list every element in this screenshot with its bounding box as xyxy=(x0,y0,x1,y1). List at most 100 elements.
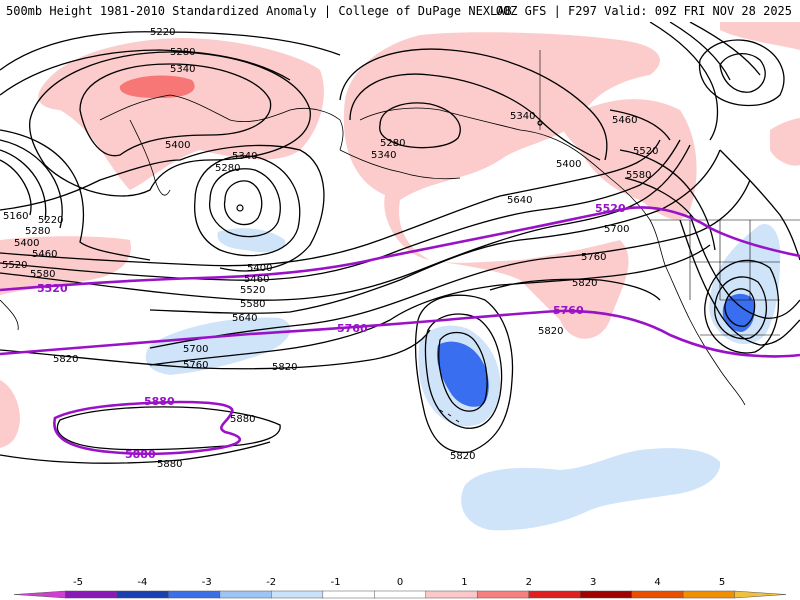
coastline-siberia xyxy=(99,94,344,151)
contour-label: 5460 xyxy=(612,115,637,126)
contour-label: 5580 xyxy=(30,269,55,280)
colorbar-swatch xyxy=(168,590,221,599)
colorbar-swatch xyxy=(116,590,170,599)
contour-5400-aleutian xyxy=(0,144,325,272)
low-center-aleutian xyxy=(236,204,244,212)
contour-5340-alaska xyxy=(349,73,601,161)
coastline-alaska xyxy=(359,107,611,179)
anomaly-neg-2-southwest-core xyxy=(722,293,755,332)
contour-5220-west xyxy=(0,149,47,221)
anomaly-pos-2-core xyxy=(119,75,195,98)
contour-label: 5760 xyxy=(183,360,208,371)
contour-label: 5760 xyxy=(581,252,606,263)
contour-label: 5220 xyxy=(38,215,63,226)
contour-5400-alaska xyxy=(339,48,608,161)
contour-sw-low-inner-2 xyxy=(714,276,768,340)
highlight-label: 5880 xyxy=(125,448,156,461)
contour-label: 5520 xyxy=(633,146,658,157)
height-contours xyxy=(0,22,800,464)
anomaly-map: 5220 5280 5340 5400 5340 5280 5160 5220 … xyxy=(0,22,800,574)
contour-label: 5520 xyxy=(240,285,265,296)
contour-5880-south xyxy=(0,441,271,464)
anomaly-pos-1-west xyxy=(0,236,131,295)
contour-sw-low-inner-1 xyxy=(724,288,756,327)
highlight-label: 5520 xyxy=(37,282,68,295)
contour-label: 5160 xyxy=(3,211,28,222)
colorbar-swatch xyxy=(271,590,324,599)
colorbar-tick-label: -4 xyxy=(137,577,147,588)
model-run-info: 00Z GFS | F297 Valid: 09Z FRI NOV 28 202… xyxy=(495,4,792,18)
contour-sw-low-inner-3 xyxy=(704,259,780,354)
contour-aleutian-low-inner xyxy=(223,180,263,226)
contour-label: 5340 xyxy=(232,151,257,162)
contour-label: 5280 xyxy=(215,163,240,174)
contour-5340-north-loop xyxy=(79,63,272,157)
contour-5460 xyxy=(0,139,661,267)
contour-label: 5280 xyxy=(380,138,405,149)
contour-label: 5820 xyxy=(272,362,297,373)
contour-label: 5820 xyxy=(450,451,475,462)
contour-5880-loop xyxy=(56,406,281,451)
coastlines xyxy=(0,94,746,423)
anomaly-pos-1-east-coast xyxy=(770,118,800,166)
contour-label: 5220 xyxy=(150,27,175,38)
anomaly-pos-1-northeast xyxy=(560,99,697,220)
highlight-contour-5760 xyxy=(0,309,800,358)
contour-5280-aleutian xyxy=(208,168,281,238)
contour-5580 xyxy=(0,144,691,301)
low-center-alaska xyxy=(537,120,543,126)
coastline-japan xyxy=(0,299,19,331)
map-header: 500mb Height 1981-2010 Standardized Anom… xyxy=(0,0,800,22)
contour-5280-west xyxy=(0,139,63,229)
contour-5520 xyxy=(0,139,681,281)
colorbar-swatch xyxy=(682,590,736,599)
contour-label: 5640 xyxy=(232,313,257,324)
contour-5820 xyxy=(0,329,431,370)
contour-5280-north xyxy=(0,49,291,96)
contour-sw-trough-1 xyxy=(679,219,800,346)
colorbar-tick-labels: -5 -4 -3 -2 -1 0 1 2 3 4 5 xyxy=(73,577,725,588)
contour-5400-north-loop xyxy=(29,51,311,197)
contour-label: 5880 xyxy=(230,414,255,425)
colorbar-tick-label: 2 xyxy=(526,577,532,588)
colorbar-swatch xyxy=(528,590,581,599)
contour-ne-loop-inner xyxy=(719,53,766,93)
coastline-kamchatka xyxy=(129,119,171,196)
contour-5160 xyxy=(0,159,32,216)
map-title: 500mb Height 1981-2010 Standardized Anom… xyxy=(6,4,512,18)
colorbar-tick-label: -2 xyxy=(266,577,276,588)
anomaly-pos-1-alaska xyxy=(343,32,660,339)
contour-5760 xyxy=(149,244,711,366)
coastline-hawaii xyxy=(439,409,460,423)
highlight-contours xyxy=(0,206,800,456)
anomaly-pos-1-north-pacific xyxy=(38,38,324,190)
contour-5700 xyxy=(149,179,751,349)
contour-ne-arc-1 xyxy=(649,22,719,141)
contour-cutoff-inner-2 xyxy=(438,331,488,412)
highlight-contour-labels: 5520 5520 5760 5760 5880 5880 xyxy=(37,202,626,461)
colorbar-swatch xyxy=(219,590,273,599)
contour-label: 5700 xyxy=(604,224,629,235)
colorbar-tick-label: -3 xyxy=(202,577,212,588)
highlight-label: 5880 xyxy=(144,395,175,408)
contour-sw-trough-2 xyxy=(689,214,800,319)
highlight-label: 5760 xyxy=(337,322,368,335)
contour-east-edge xyxy=(719,149,800,261)
contour-5580-ne xyxy=(624,177,696,221)
colorbar-swatch xyxy=(579,590,633,599)
contour-5280-alaska xyxy=(379,102,461,149)
colorbar-swatch xyxy=(734,590,787,599)
coastline-aleutians xyxy=(339,149,461,180)
contour-label: 5400 xyxy=(556,159,581,170)
highlight-label: 5760 xyxy=(553,304,584,317)
contour-label: 5400 xyxy=(165,140,190,151)
contour-label: 5820 xyxy=(572,278,597,289)
contour-5460-ne xyxy=(609,109,671,141)
highlight-contour-5520 xyxy=(0,206,800,292)
contour-label: 5640 xyxy=(507,195,532,206)
low-centers xyxy=(236,120,543,212)
contour-label: 5520 xyxy=(2,260,27,271)
contour-label: 5340 xyxy=(510,111,535,122)
colorbar-tick-label: 5 xyxy=(719,577,725,588)
colorbar-swatch xyxy=(476,590,530,599)
